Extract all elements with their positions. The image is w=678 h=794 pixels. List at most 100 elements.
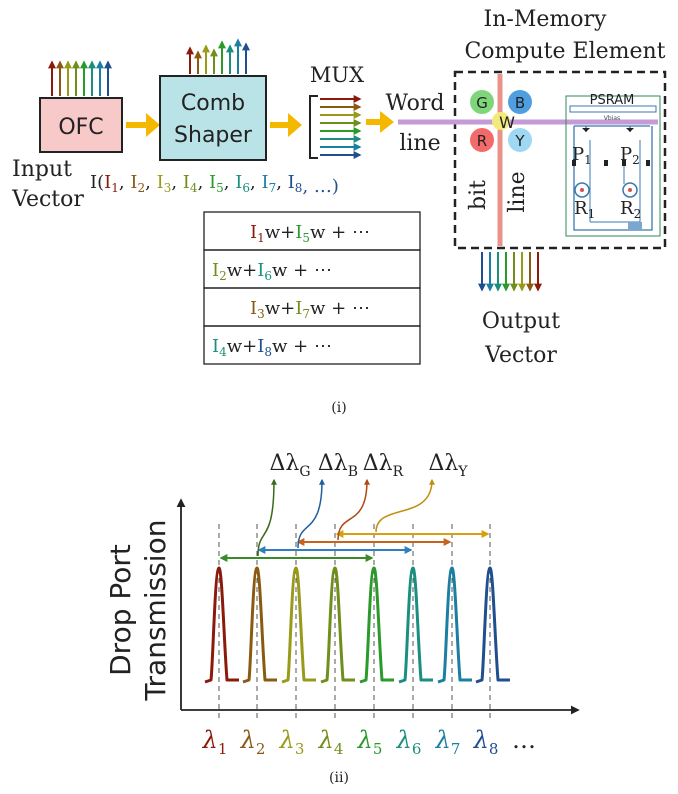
- lambda-tick-label: λ3: [279, 726, 305, 758]
- input-separator: ,: [224, 172, 235, 193]
- delta-lambda-label: ΔλG: [269, 451, 310, 480]
- delta-leader: [337, 478, 370, 541]
- r1-label: R: [574, 198, 588, 219]
- r2-label: R: [620, 198, 634, 219]
- bit-line-label-a: bit: [466, 180, 491, 210]
- delta-leader: [297, 478, 325, 549]
- arrow-ofc-to-comb: [126, 113, 160, 137]
- input-term-sub: 3: [164, 181, 172, 195]
- mux-bracket: [309, 95, 318, 159]
- arrow-comb-to-mux: [270, 113, 302, 137]
- node-b: [508, 90, 532, 114]
- node-y-label: Y: [514, 132, 525, 150]
- caption-ii: (ii): [329, 770, 349, 786]
- resonance-peaks: [204, 566, 510, 684]
- delta-lambda-label: ΔλR: [363, 451, 404, 480]
- p2-sub: 2: [632, 153, 640, 167]
- input-term: I: [183, 172, 190, 193]
- imce-box: [453, 70, 667, 250]
- part-ii: Drop Port Transmission ΔλG ΔλB ΔλR ΔλY λ1 λ2…: [104, 451, 580, 786]
- r2-sub: 2: [634, 207, 642, 221]
- input-separator: ,: [171, 172, 182, 193]
- output-vector-arrows: [478, 252, 542, 292]
- svg-text:R1: R1: [574, 198, 595, 221]
- delta-leader: [375, 478, 435, 533]
- resonance-peak: [242, 566, 277, 684]
- lambda-tick-label: λ4: [318, 726, 344, 758]
- input-tail: , …): [302, 176, 338, 197]
- wavelength-tick-labels: λ1 λ2 λ3 λ4 λ5 λ6 λ7 λ8…: [202, 726, 536, 758]
- table-row-text: I1w+I5w + ⋯: [250, 222, 370, 245]
- ofc-box: [39, 97, 123, 153]
- table-row-text: I3w+I7w + ⋯: [250, 298, 370, 321]
- delta-lambda-labels: ΔλG ΔλB ΔλR ΔλY: [257, 451, 468, 557]
- resonance-peak: [281, 566, 316, 684]
- node-r-label: R: [477, 132, 487, 150]
- delta-lambda-label: ΔλB: [318, 451, 358, 480]
- lambda-tick-label: λ6: [396, 726, 422, 758]
- weight-label: W: [499, 113, 515, 132]
- weight-node: [492, 112, 510, 130]
- r1-sub: 1: [588, 207, 596, 221]
- imce-title-1: In-Memory: [484, 7, 607, 32]
- input-separator: ,: [198, 172, 209, 193]
- delta-lambda-label: ΔλY: [428, 451, 468, 480]
- y-axis-label-2: Transmission: [139, 520, 172, 702]
- node-b-label: B: [515, 94, 525, 112]
- input-separator: ,: [250, 172, 261, 193]
- output-vector-label-1: Output: [482, 309, 560, 334]
- wavelength-guide-lines: [218, 524, 491, 718]
- node-r: [470, 128, 494, 152]
- input-vector-label-1: Input: [12, 157, 72, 182]
- p1-label: P: [572, 144, 584, 165]
- ofc-label: OFC: [58, 115, 103, 140]
- lambda-ellipsis: …: [512, 726, 536, 754]
- imce-title-2: Compute Element: [464, 39, 665, 64]
- psram-label: PSRAM: [590, 93, 635, 108]
- input-term-sub: 6: [242, 181, 250, 195]
- input-separator: ,: [145, 172, 156, 193]
- input-term: I: [288, 172, 295, 193]
- resonance-peak: [475, 566, 510, 684]
- mux-arrows: [320, 95, 362, 159]
- input-term: I: [130, 172, 137, 193]
- node-g: [470, 90, 494, 114]
- p1-sub: 1: [584, 153, 592, 167]
- word-line-label-2: line: [399, 131, 440, 156]
- resonance-peak: [359, 566, 394, 684]
- psram-schematic: PSRAM Vbias P1 P2 R1 R2: [565, 93, 661, 237]
- y-axis-label-1: Drop Port: [104, 544, 137, 676]
- table-row-text: I4w+I8w + ⋯: [212, 336, 332, 359]
- comb-shaper-box: [159, 75, 267, 161]
- input-term-sub: 8: [295, 181, 303, 195]
- caption-i: (i): [331, 400, 346, 416]
- input-term: I: [261, 172, 268, 193]
- node-g-label: G: [476, 94, 488, 112]
- resonance-peak: [398, 566, 433, 684]
- resonance-peak: [204, 566, 239, 684]
- resonance-peak: [437, 566, 472, 684]
- input-term: I: [235, 172, 242, 193]
- svg-text:R2: R2: [620, 198, 641, 221]
- bit-line-label-b: line: [505, 171, 530, 212]
- p2-label: P: [620, 144, 632, 165]
- input-expr-prefix: I(: [90, 172, 104, 193]
- comb-shaper-label-2: Shaper: [174, 123, 253, 148]
- delta-leader: [257, 478, 277, 557]
- spacing-arrows: [219, 530, 490, 562]
- input-vector-label-2: Vector: [11, 187, 84, 212]
- node-y: [508, 128, 532, 152]
- mux-label: MUX: [310, 63, 364, 87]
- lambda-tick-label: λ7: [435, 726, 461, 758]
- table-row-text: I2w+I6w + ⋯: [212, 260, 332, 283]
- input-term-sub: 2: [137, 181, 145, 195]
- ofc-output-arrows: [48, 60, 112, 96]
- input-term: I: [209, 172, 216, 193]
- weighted-sum-table: I1w+I5w + ⋯ I2w+I6w + ⋯ I3w+I7w + ⋯ I4w+I8w…: [203, 211, 421, 365]
- table-row: [203, 325, 421, 365]
- svg-text:P1: P1: [572, 144, 592, 167]
- lambda-tick-label: λ5: [357, 726, 383, 758]
- comb-shaper-output-arrows: [186, 38, 250, 74]
- comb-shaper-label-1: Comb: [181, 91, 245, 116]
